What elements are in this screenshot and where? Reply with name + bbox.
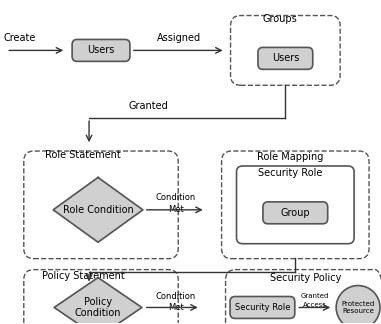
Text: Role Mapping: Role Mapping	[257, 152, 323, 162]
Text: Granted: Granted	[129, 101, 169, 111]
FancyBboxPatch shape	[237, 166, 354, 244]
FancyBboxPatch shape	[258, 47, 313, 69]
Text: Create: Create	[3, 33, 35, 43]
Text: Group: Group	[280, 208, 310, 218]
Text: Policy Statement: Policy Statement	[42, 271, 125, 281]
Text: Role Statement: Role Statement	[45, 150, 121, 160]
Text: Condition: Condition	[155, 193, 196, 202]
FancyBboxPatch shape	[230, 296, 295, 318]
Text: Granted: Granted	[301, 293, 330, 298]
Circle shape	[336, 285, 380, 324]
Text: Role Condition: Role Condition	[62, 205, 133, 215]
Text: Met: Met	[168, 303, 184, 312]
Text: Groups: Groups	[263, 14, 298, 24]
Polygon shape	[53, 178, 143, 242]
Text: Access: Access	[303, 303, 327, 308]
Text: Users: Users	[272, 53, 299, 64]
Text: Users: Users	[87, 45, 115, 55]
Text: Condition: Condition	[155, 292, 196, 301]
FancyBboxPatch shape	[263, 202, 328, 224]
Text: Security Role: Security Role	[235, 303, 290, 312]
Text: Security Policy: Security Policy	[270, 272, 341, 283]
Text: Protected
Resource: Protected Resource	[341, 301, 375, 314]
Polygon shape	[54, 278, 142, 324]
Text: Assigned: Assigned	[157, 33, 201, 43]
FancyBboxPatch shape	[72, 40, 130, 61]
Text: Met: Met	[168, 205, 184, 214]
Text: Security Role: Security Role	[258, 168, 322, 178]
Text: Policy
Condition: Policy Condition	[75, 297, 121, 318]
